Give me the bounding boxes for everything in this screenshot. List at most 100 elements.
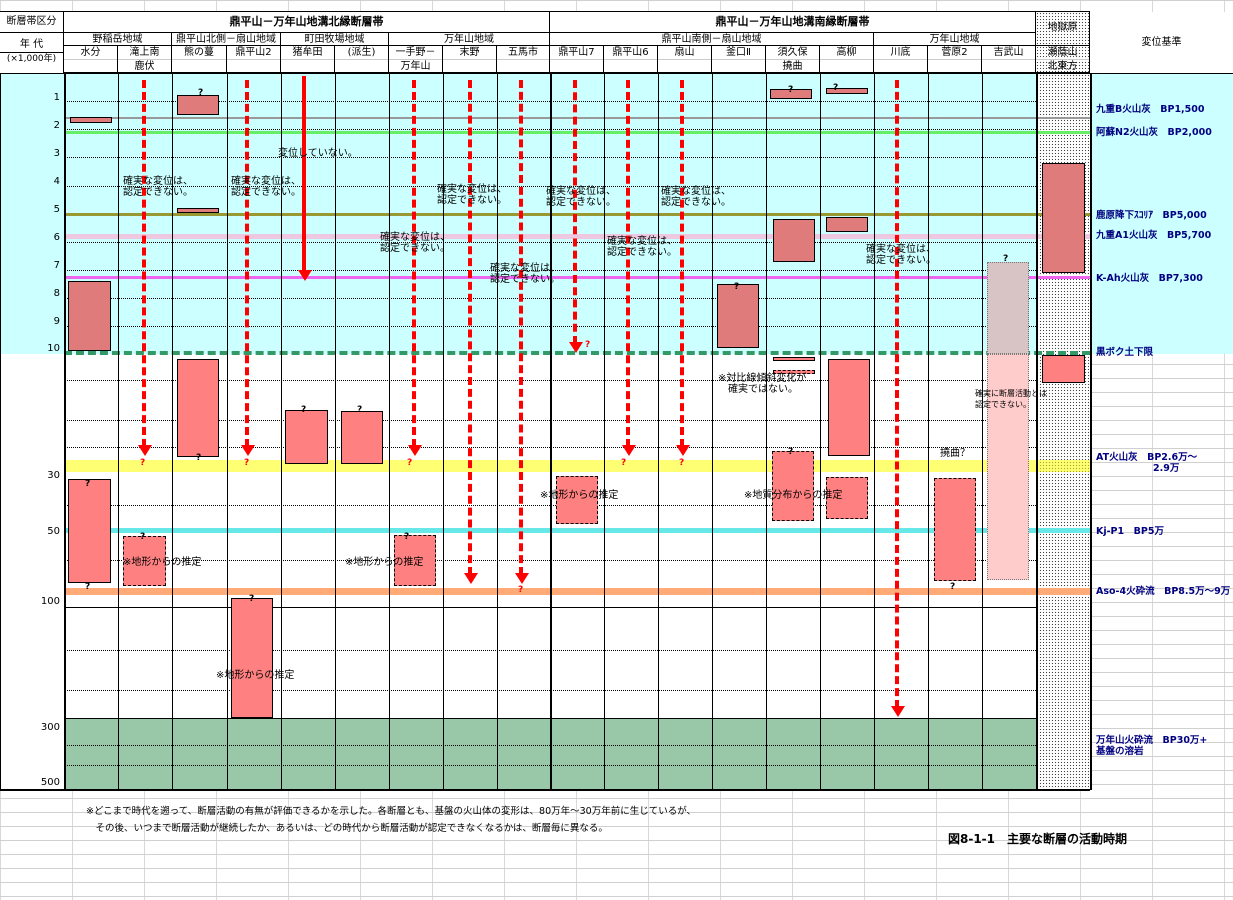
horizon-line xyxy=(64,117,1090,119)
fault-header: 五馬市 xyxy=(497,46,550,74)
question-mark: ? xyxy=(140,458,146,468)
section-label: 断層帯区分 xyxy=(0,12,64,33)
column-line xyxy=(874,12,875,790)
activity-period-box xyxy=(68,281,111,351)
fault-name: 一手野－ xyxy=(395,47,436,58)
question-mark: ? xyxy=(950,582,956,592)
note-uncertain: 確実な変位は、 認定できない。 xyxy=(380,232,450,254)
question-mark: ? xyxy=(734,282,740,292)
activity-period-box xyxy=(773,370,815,374)
column-line xyxy=(1090,12,1092,790)
note-uncertain: 確実な変位は、 認定できない。 xyxy=(607,236,677,258)
fault-name: 高柳 xyxy=(836,47,857,58)
axis-tick-label: 4 xyxy=(53,176,60,187)
fault-header: 瀬蔭山 北東方 xyxy=(1036,46,1090,74)
reference-horizon-label: 九重A1火山灰 BP5,700 xyxy=(1096,230,1212,241)
fault-header: 猪牟田 xyxy=(281,46,335,74)
activity-period-box xyxy=(556,476,598,524)
note-tilt-uncertain: ※対比線傾斜変化が 確実ではない。 xyxy=(718,373,807,395)
reference-horizon-label: 阿蘇N2火山灰 BP2,000 xyxy=(1096,127,1212,138)
activity-period-box xyxy=(987,262,1029,354)
reference-horizon-label: 鹿原降下ｽｺﾘｱ BP5,000 xyxy=(1096,210,1207,221)
fault-name-line2 xyxy=(64,59,117,60)
note-terrain-estimate: ※地形からの推定 xyxy=(123,557,202,568)
fault-name: 末野 xyxy=(459,47,480,58)
column-line xyxy=(335,12,336,790)
activity-period-box xyxy=(826,477,868,519)
fault-name: 吉武山 xyxy=(993,47,1024,58)
arrow-head-icon xyxy=(569,342,583,353)
activity-period-box xyxy=(123,536,166,586)
footnote-line-1: ※どこまで時代を遡って、断層活動の有無が評価できるかを示した。各断層とも、基盤の… xyxy=(86,806,697,817)
region-header: 野稲岳地域 xyxy=(64,33,172,46)
question-mark: ? xyxy=(140,532,146,542)
fault-name-line2 xyxy=(550,59,603,60)
column-line xyxy=(389,12,390,790)
question-mark: ? xyxy=(85,582,91,592)
axis-tick-label: 50 xyxy=(47,526,60,537)
reference-horizon-label: AT火山灰 BP2.6万～ 2.9万 xyxy=(1096,452,1198,474)
activity-period-box xyxy=(177,95,219,115)
fault-name: 鼎平山7 xyxy=(558,47,595,58)
activity-period-box xyxy=(177,359,219,457)
axis-column-white xyxy=(0,354,64,790)
activity-period-box xyxy=(1042,355,1085,383)
column-line xyxy=(712,12,713,790)
question-mark: ? xyxy=(198,88,204,98)
activity-period-box xyxy=(70,117,112,123)
fault-name-line2: 撓曲 xyxy=(766,59,819,72)
horizon-line xyxy=(64,588,1090,595)
displacement-arrow-shaft xyxy=(573,80,577,344)
fault-header: 菅原2 xyxy=(928,46,982,74)
axis-tick-label: 6 xyxy=(53,232,60,243)
displacement-arrow-shaft xyxy=(302,76,306,272)
fault-header: 須久保 撓曲 xyxy=(766,46,820,74)
fault-header: 吉武山 xyxy=(982,46,1036,74)
horizon-line xyxy=(64,276,1090,279)
fault-name: 扇山 xyxy=(674,47,695,58)
fault-name-line2: 北東方 xyxy=(1036,59,1089,72)
fault-name: 五馬市 xyxy=(508,47,538,58)
question-mark: ? xyxy=(244,458,250,468)
horizon-line xyxy=(64,460,1090,472)
activity-period-box xyxy=(934,478,976,581)
region-header: 万年山地域 xyxy=(874,33,1036,46)
arrow-head-icon xyxy=(298,270,312,281)
south-fault-zone-title: 鼎平山－万年山地溝南縁断層帯 xyxy=(550,12,1036,33)
displacement-arrow-shaft xyxy=(895,80,899,708)
axis-tick-label: 100 xyxy=(40,596,60,607)
activity-period-box xyxy=(773,219,815,262)
axis-tick-label: 8 xyxy=(53,288,60,299)
activity-period-box xyxy=(772,451,814,521)
fault-name: (派生) xyxy=(347,47,376,58)
activity-period-box xyxy=(770,89,812,99)
question-mark: ? xyxy=(1003,254,1009,264)
displacement-arrow-shaft xyxy=(245,80,249,447)
question-mark: ? xyxy=(85,479,91,489)
column-line xyxy=(172,12,173,790)
fault-header: 滝上南 鹿伏 xyxy=(118,46,172,74)
fault-name-line2 xyxy=(874,59,927,60)
fault-name-line2 xyxy=(820,59,873,60)
fault-name-line2 xyxy=(604,59,657,60)
axis-tick-label: 7 xyxy=(53,260,60,271)
arrow-head-icon xyxy=(138,445,152,456)
reference-horizon-label: Aso-4火砕流 BP8.5万～9万 xyxy=(1096,586,1231,597)
jigokubaru-header: 地獄原 xyxy=(1036,12,1090,46)
column-line xyxy=(658,12,659,790)
fault-name: 菅原2 xyxy=(941,47,968,58)
fault-header: 熊の蔓 xyxy=(172,46,227,74)
axis-tick-label: 10 xyxy=(47,343,60,354)
reference-horizon-label: 九重B火山灰 BP1,500 xyxy=(1096,104,1205,115)
fault-header: 水分 xyxy=(64,46,118,74)
activity-period-box xyxy=(828,359,870,456)
region-header: 万年山地域 xyxy=(389,33,550,46)
question-mark: ? xyxy=(788,447,794,457)
fault-name-line2 xyxy=(658,59,711,60)
column-line xyxy=(227,12,228,790)
question-mark: ? xyxy=(404,532,410,542)
column-line xyxy=(443,12,444,790)
displacement-arrow-shaft xyxy=(519,80,523,575)
arrow-head-icon xyxy=(515,573,529,584)
fault-name: 滝上南 xyxy=(129,47,160,58)
